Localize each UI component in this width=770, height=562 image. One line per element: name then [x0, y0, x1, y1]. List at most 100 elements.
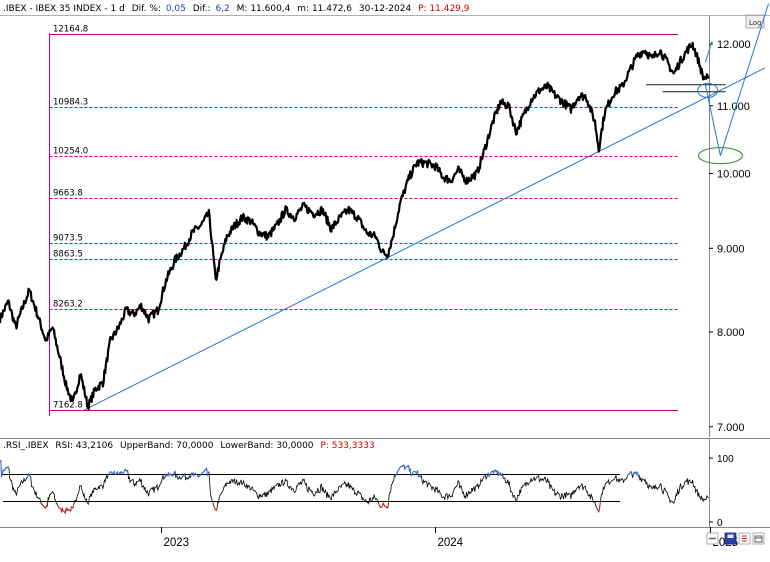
rsi-extreme-segment: [195, 473, 198, 476]
level-label: 9073.5: [53, 234, 83, 244]
calendar-button[interactable]: [752, 532, 765, 545]
rsi-extreme-segment: [411, 471, 414, 475]
rsi-extreme-segment: [498, 473, 500, 476]
rsi-extreme-segment: [5, 467, 8, 469]
rsi-extreme-segment: [489, 473, 491, 476]
rsi-extreme-segment: [394, 474, 397, 477]
rsi-extreme-segment: [116, 471, 119, 474]
rsi-extreme-segment: [396, 472, 398, 475]
rsi-extreme-segment: [4, 467, 7, 469]
price-axis-tick-label: 11.000: [717, 101, 750, 113]
rsi-extreme-segment: [381, 505, 383, 508]
rsi-extreme-segment: [638, 475, 640, 478]
rsi-extreme-segment: [634, 472, 636, 474]
rsi-extreme-segment: [420, 475, 422, 478]
rsi-extreme-segment: [110, 471, 113, 474]
rsi-extreme-segment: [395, 473, 398, 476]
rsi-extreme-segment: [630, 471, 633, 474]
annotation-layer: [646, 3, 769, 165]
level-label: 8863.5: [53, 250, 83, 260]
rsi-extreme-segment: [399, 466, 401, 469]
rsi-extreme-segment: [409, 468, 412, 476]
rsi-extreme-segment: [493, 470, 495, 474]
rsi-axis-tick-label: 100: [717, 454, 734, 465]
rsi-extreme-segment: [166, 474, 168, 477]
rsi-extreme-segment: [193, 473, 196, 476]
rsi-extreme-segment: [483, 475, 485, 477]
trendline-layer: [83, 67, 765, 411]
rsi-extreme-segment: [411, 473, 413, 476]
grid-button[interactable]: [738, 532, 751, 545]
rsi-extreme-segment: [0, 459, 3, 477]
rsi-extreme-segment: [213, 506, 216, 509]
rsi-extreme-segment: [387, 504, 389, 509]
rsi-extreme-segment: [415, 471, 418, 474]
time-axis: 202320242025: [161, 527, 738, 549]
rsi-extreme-segment: [598, 502, 601, 509]
level-layer: 12164.8 10984.3 10254.0 9663.8 9073.5 8863.5 8…: [49, 25, 678, 411]
rsi-extreme-segment: [484, 474, 486, 477]
rsi-extreme-segment: [405, 466, 407, 468]
time-axis-tick-label: 2023: [164, 537, 190, 549]
rsi-extreme-segment: [72, 504, 75, 509]
rsi-extreme-segment: [206, 468, 208, 476]
rsi-extreme-segment: [42, 505, 44, 507]
rsi-extreme-layer: [0, 459, 640, 514]
rsi-extreme-segment: [499, 472, 502, 476]
level-label: 8263.2: [53, 300, 83, 310]
rsi-extreme-segment: [626, 474, 629, 477]
level-label: 12164.8: [53, 25, 88, 35]
price-axis-tick-label: 10.000: [717, 168, 751, 180]
rsi-extreme-segment: [382, 502, 385, 505]
rsi-extreme-segment: [596, 508, 599, 511]
rsi-extreme-segment: [6, 466, 8, 469]
rsi-extreme-segment: [7, 466, 10, 469]
rsi-extreme-segment: [406, 465, 408, 468]
rsi-extreme-segment: [202, 471, 204, 473]
floppy-icon: [724, 532, 737, 545]
price-axis: 7.000 8.000 9.000 10.000 11.000 12.000: [709, 39, 751, 434]
level-label: 9663.8: [53, 189, 83, 199]
level-label: 7162.8: [53, 401, 83, 411]
rsi-extreme-segment: [176, 474, 178, 478]
projection-line: [704, 84, 721, 156]
rsi-extreme-segment: [190, 473, 193, 477]
save-button[interactable]: [724, 532, 737, 545]
rsi-extreme-segment: [173, 471, 176, 473]
rsi-extreme-segment: [123, 469, 126, 473]
rsi-extreme-segment: [628, 473, 630, 475]
rsi-extreme-segment: [112, 471, 114, 474]
rsi-extreme-segment: [68, 509, 70, 511]
rsi-extreme-segment: [125, 470, 128, 472]
calendar-icon: [754, 535, 763, 543]
rsi-extreme-segment: [207, 471, 210, 475]
rsi-extreme-segment: [56, 503, 59, 507]
rsi-extreme-segment: [121, 471, 123, 474]
target-oval: [697, 147, 743, 165]
rsi-extreme-segment: [28, 474, 31, 477]
rsi-extreme-segment: [402, 465, 404, 467]
rsi-extreme-segment: [410, 474, 413, 477]
rsi-extreme-segment: [212, 504, 215, 507]
rsi-extreme-segment: [379, 505, 381, 507]
rsi-extreme-segment: [596, 507, 598, 510]
rsi-extreme-segment: [109, 471, 111, 473]
price-axis-tick-label: 8.000: [717, 327, 745, 339]
rsi-extreme-segment: [70, 506, 72, 512]
price-axis-tick-label: 7.000: [717, 422, 745, 434]
rsi-extreme-segment: [537, 475, 540, 477]
rsi-extreme-segment: [118, 472, 120, 475]
rsi-extreme-segment: [400, 466, 402, 468]
rsi-extreme-segment: [385, 506, 388, 509]
rsi-axis-tick-label: 0: [717, 518, 723, 529]
minus-button[interactable]: [706, 532, 719, 545]
rsi-extreme-segment: [58, 507, 60, 509]
rsi-extreme-segment: [198, 475, 201, 477]
rsi-extreme-segment: [598, 508, 600, 512]
rsi-extreme-segment: [203, 470, 205, 473]
rsi-extreme-segment: [87, 502, 90, 505]
rsi-extreme-segment: [203, 469, 206, 472]
rsi-extreme-segment: [43, 506, 46, 509]
footer-toolbar: [706, 532, 765, 545]
rsi-extreme-segment: [197, 475, 200, 478]
